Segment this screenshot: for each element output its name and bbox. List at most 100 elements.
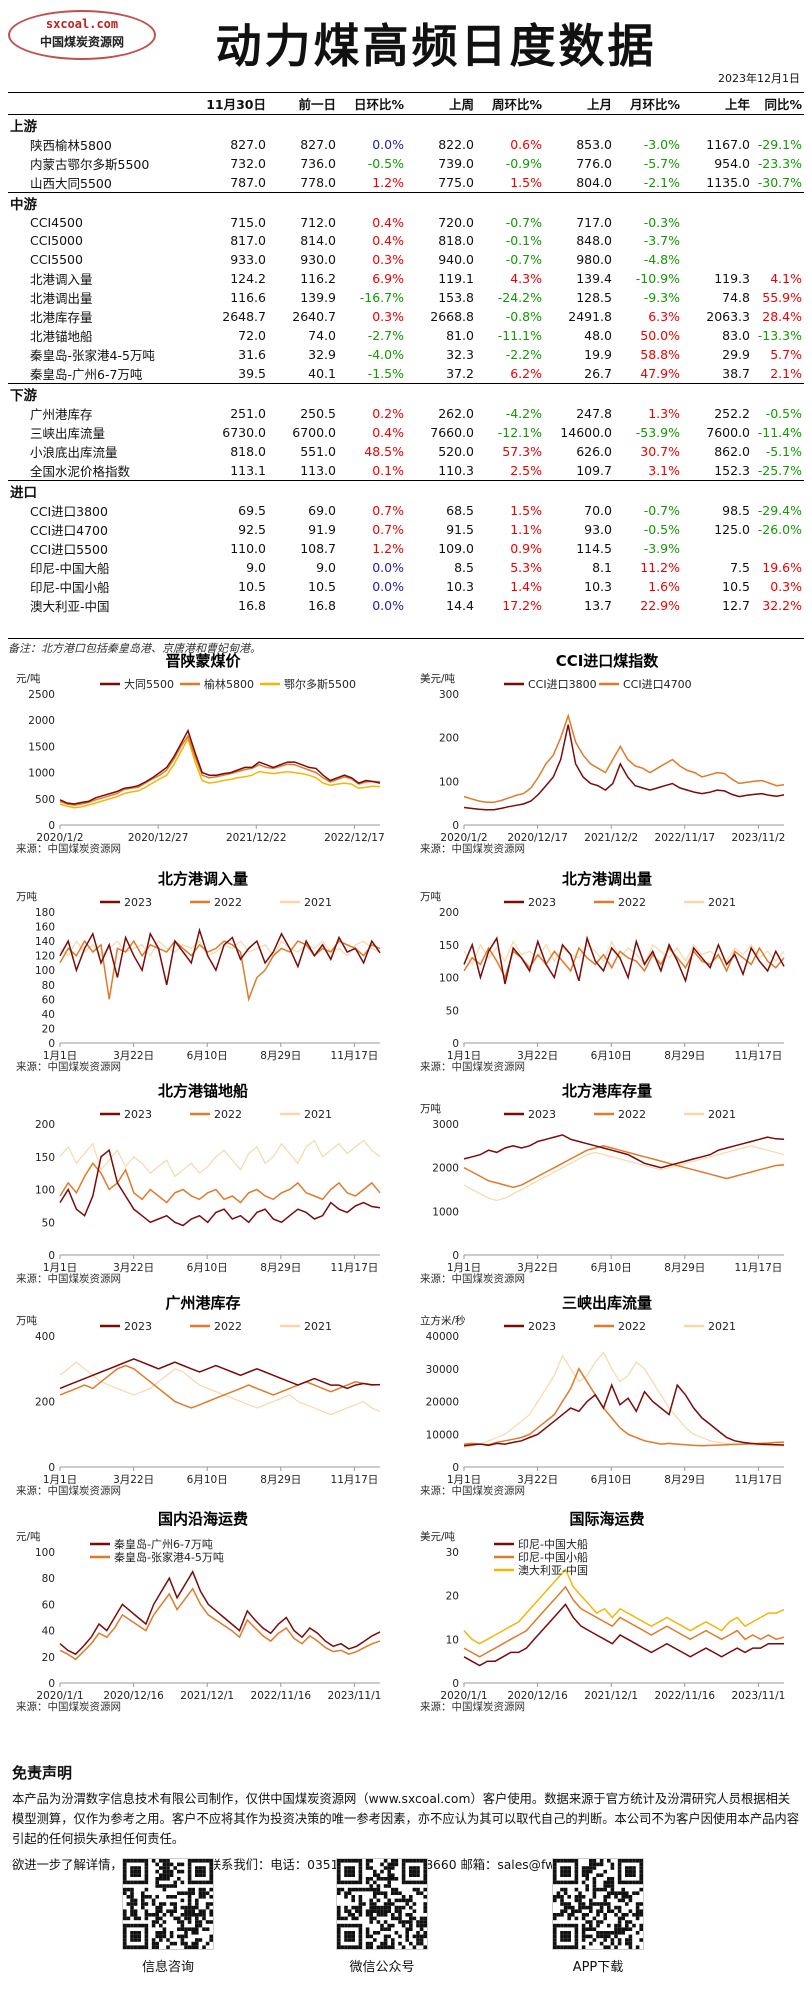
sxcoal-logo[interactable]: sxcoal.com 中国煤炭资源网 bbox=[8, 10, 156, 60]
cell: 110.0 bbox=[230, 540, 266, 556]
row-label: 广州港库存 bbox=[30, 406, 93, 422]
y-tick-label: 40 bbox=[42, 1626, 55, 1638]
cell: 38.7 bbox=[722, 365, 750, 381]
y-tick-label: 200 bbox=[439, 733, 459, 745]
cell: -29.4% bbox=[757, 502, 802, 518]
y-tick-label: 60 bbox=[42, 994, 55, 1006]
cell: 736.0 bbox=[300, 156, 336, 171]
cell: 16.8 bbox=[308, 597, 336, 613]
legend-label: 2023 bbox=[528, 1320, 556, 1333]
series-line-CCI进口4700 bbox=[463, 713, 785, 804]
cell: 153.8 bbox=[438, 289, 474, 305]
chart-c4: 北方港调出量 万吨 0 50 100 150 200 1月1日 3月22日 6月10日 8月29日 1… bbox=[412, 868, 802, 1076]
x-tick-label: 3月22日 bbox=[517, 1474, 558, 1486]
qr-code-icon[interactable] bbox=[122, 1858, 214, 1950]
cell: -10.9% bbox=[635, 270, 680, 286]
cell: 715.0 bbox=[230, 214, 266, 230]
cell: 48.0 bbox=[584, 327, 612, 343]
row-label: CCI4500 bbox=[30, 214, 83, 230]
series-line-秦皇岛-广州6-7万吨 bbox=[59, 1570, 381, 1656]
y-tick-label: 100 bbox=[35, 1185, 55, 1197]
y-axis-unit: 万吨 bbox=[16, 890, 37, 903]
cell: 12.7 bbox=[722, 597, 750, 613]
cell: 817.0 bbox=[230, 233, 266, 249]
cell: 2640.7 bbox=[292, 308, 336, 324]
x-tick-label: 6月10日 bbox=[591, 1474, 632, 1486]
table-row: 印尼-中国小船 10.5 10.5 0.0% 10.3 1.4% 10.3 1.6% 10.5 0… bbox=[8, 577, 804, 596]
cell: 6.2% bbox=[510, 365, 542, 381]
cell: 822.0 bbox=[438, 137, 474, 152]
table-row: CCI进口4700 92.5 91.9 0.7% 91.5 1.1% 93.0 -0.5% 12… bbox=[8, 520, 804, 539]
qr-label: 微信公众号 bbox=[349, 1960, 415, 1975]
qr-wechat[interactable]: 微信公众号 bbox=[336, 1858, 428, 1975]
x-tick-label: 2020/1/1 bbox=[36, 1690, 83, 1702]
cell: 19.9 bbox=[584, 346, 612, 362]
row-label: 北港库存量 bbox=[30, 309, 93, 325]
cell: -0.7% bbox=[505, 214, 542, 230]
cell: -0.5% bbox=[367, 156, 404, 171]
qr-code-icon[interactable] bbox=[552, 1858, 644, 1950]
qr-app[interactable]: APP下载 bbox=[552, 1858, 644, 1975]
cell: 0.4% bbox=[372, 214, 404, 230]
x-tick-label: 3月22日 bbox=[113, 1474, 154, 1486]
cell: 2.5% bbox=[510, 462, 542, 478]
row-label: 陕西榆林5800 bbox=[30, 138, 112, 153]
cell: 0.1% bbox=[372, 462, 404, 478]
qr-consult[interactable]: 信息咨询 bbox=[122, 1858, 214, 1975]
cell: 1.1% bbox=[510, 521, 542, 537]
chart-source: 来源：中国煤炭资源网 bbox=[16, 1484, 121, 1497]
y-tick-label: 140 bbox=[35, 936, 55, 948]
x-tick-label: 2021/12/1 bbox=[584, 1690, 638, 1702]
cell: 6730.0 bbox=[222, 424, 266, 440]
row-label: 秦皇岛-广州6-7万吨 bbox=[30, 366, 143, 382]
chart-title: 北方港锚地船 bbox=[158, 1082, 248, 1100]
cell: 108.7 bbox=[300, 540, 336, 556]
x-tick-label: 6月10日 bbox=[187, 1262, 228, 1274]
column-header: 日环比% bbox=[338, 92, 406, 115]
table-row: 内蒙古鄂尔多斯5500 732.0 736.0 -0.5% 739.0 -0.9% 776.… bbox=[8, 154, 804, 173]
cell: 5.7% bbox=[770, 346, 802, 362]
x-tick-label: 6月10日 bbox=[591, 1262, 632, 1274]
cell: 109.0 bbox=[438, 540, 474, 556]
cell: 37.2 bbox=[446, 365, 474, 381]
chart-source: 来源：中国煤炭资源网 bbox=[420, 1272, 525, 1285]
x-tick-label: 2022/11/16 bbox=[655, 1690, 716, 1702]
x-tick-label: 2022/11/16 bbox=[251, 1690, 312, 1702]
chart-title: 北方港调入量 bbox=[158, 870, 248, 888]
y-tick-label: 2500 bbox=[28, 689, 55, 701]
qr-label: APP下载 bbox=[572, 1960, 624, 1975]
series-line-2023 bbox=[463, 1134, 785, 1169]
chart-c10: 国际海运费 美元/吨 0 10 20 30 2020/1/1 2020/12/16 2021/1… bbox=[412, 1508, 802, 1716]
cell: 2491.8 bbox=[568, 308, 612, 324]
table-row: 三峡出库流量 6730.0 6700.0 0.4% 7660.0 -12.1% 14600.… bbox=[8, 423, 804, 442]
cell bbox=[682, 213, 752, 232]
cell: 778.0 bbox=[300, 175, 336, 190]
cell: 31.6 bbox=[238, 346, 266, 362]
cell: -4.8% bbox=[643, 251, 680, 267]
row-label: 三峡出库流量 bbox=[30, 425, 106, 441]
cell: 520.0 bbox=[438, 443, 474, 459]
cell: -3.0% bbox=[643, 137, 680, 152]
y-tick-label: 1000 bbox=[28, 768, 55, 780]
y-tick-label: 0 bbox=[48, 820, 55, 832]
series-line-2023 bbox=[59, 927, 381, 985]
column-header: 同比% bbox=[752, 92, 804, 115]
cell: 19.6% bbox=[762, 559, 802, 575]
cell: 50.0% bbox=[640, 327, 680, 343]
qr-code-icon[interactable] bbox=[336, 1858, 428, 1950]
cell: 69.0 bbox=[308, 502, 336, 518]
cell: 0.0% bbox=[372, 597, 404, 613]
x-tick-label: 1月1日 bbox=[43, 1262, 77, 1274]
cell: 940.0 bbox=[438, 251, 474, 267]
x-tick-label: 8月29日 bbox=[260, 1050, 301, 1062]
table-note: 备注：北方港口包括秦皇岛港、京唐港和曹妃甸港。 bbox=[8, 638, 804, 656]
y-tick-label: 200 bbox=[35, 1119, 55, 1131]
legend-label: 大同5500 bbox=[124, 677, 174, 691]
y-axis-unit: 万吨 bbox=[16, 1314, 37, 1327]
cell: 68.5 bbox=[446, 502, 474, 518]
cell: -1.5% bbox=[367, 365, 404, 381]
cell: 818.0 bbox=[230, 443, 266, 459]
y-tick-label: 30000 bbox=[426, 1364, 459, 1376]
chart-source: 来源：中国煤炭资源网 bbox=[420, 842, 525, 855]
